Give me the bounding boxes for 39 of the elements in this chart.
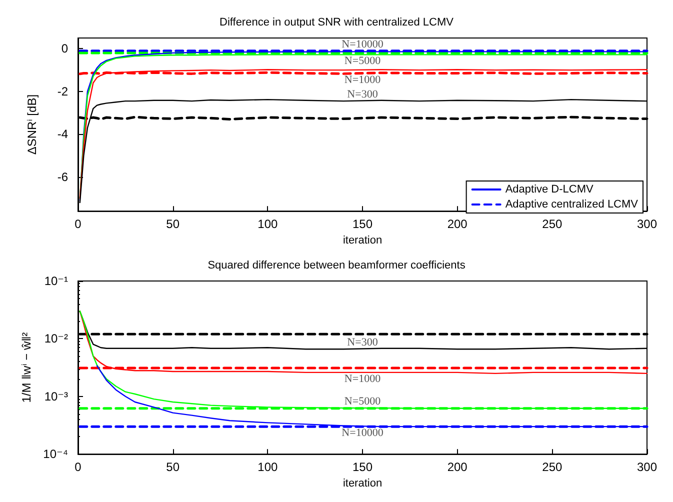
y-axis-title: ΔSNRⁱ [dB] [25, 94, 39, 155]
x-tick-label: 50 [166, 460, 180, 474]
x-tick-label: 100 [258, 217, 278, 232]
x-tick-label: 200 [447, 460, 468, 474]
x-tick-label: 0 [74, 460, 82, 474]
chart-title: Difference in output SNR with centralized LCMV [220, 16, 454, 28]
x-axis-title: iteration [342, 478, 382, 490]
x-tick-label: 0 [74, 217, 82, 232]
x-axis-title: iteration [342, 234, 382, 246]
y-tick-label: -6 [57, 170, 68, 184]
y-tick-label: 0 [61, 42, 68, 56]
annotation: N=300 [347, 336, 378, 349]
annotation: N=10000 [342, 38, 384, 50]
x-tick-label: 100 [258, 460, 278, 474]
line-series [79, 310, 648, 374]
x-tick-label: 300 [636, 460, 658, 474]
x-tick-label: 250 [542, 460, 562, 474]
chart-title: Squared difference between beamformer coefficients [208, 260, 466, 272]
annotation: N=1000 [344, 74, 382, 86]
y-axis-title: 1/M ‖wⁱ − ŵ‖² [19, 332, 34, 403]
y-tick-label: 10⁻⁴ [43, 447, 68, 462]
y-tick-label: 10⁻³ [44, 389, 68, 404]
x-tick-label: 50 [166, 217, 180, 232]
annotation: N=5000 [344, 55, 382, 68]
annotation: N=300 [347, 88, 378, 101]
y-tick-label: 10⁻¹ [44, 274, 68, 288]
legend-label: Adaptive centralized LCMV [505, 198, 639, 210]
x-tick-label: 150 [352, 217, 373, 232]
x-tick-label: 300 [636, 217, 658, 232]
y-tick-label: -4 [57, 127, 68, 142]
y-tick-label: -2 [57, 84, 68, 98]
annotation: N=5000 [344, 395, 382, 408]
y-tick-label: 10⁻² [44, 332, 68, 346]
x-tick-label: 250 [542, 217, 562, 232]
annotation: N=1000 [344, 372, 382, 385]
legend-label: Adaptive D-LCMV [505, 184, 594, 196]
x-tick-label: 150 [352, 460, 373, 474]
annotation: N=10000 [342, 427, 384, 440]
x-tick-label: 200 [447, 217, 468, 232]
